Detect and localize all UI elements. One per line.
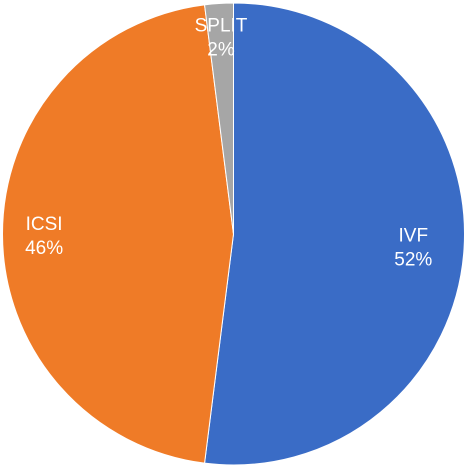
pie-label-name: SPLIT — [195, 16, 248, 37]
pie-label-name: IVF — [399, 225, 429, 246]
pie-labels: IVF 52% ICSI 46% SPLIT 2% — [25, 16, 432, 271]
pie-slice-ivf — [203, 2, 465, 466]
pie-label-ivf: IVF 52% — [394, 225, 432, 270]
pie-label-icsi: ICSI 46% — [25, 214, 63, 259]
pie-label-value: 52% — [394, 249, 432, 270]
pie-label-name: ICSI — [26, 214, 63, 235]
pie-label-split: SPLIT 2% — [195, 16, 248, 61]
pie-label-value: 46% — [25, 238, 63, 259]
pie-label-value: 2% — [207, 40, 235, 61]
pie-slice-icsi — [2, 4, 235, 464]
pie-slice-split — [203, 2, 234, 235]
